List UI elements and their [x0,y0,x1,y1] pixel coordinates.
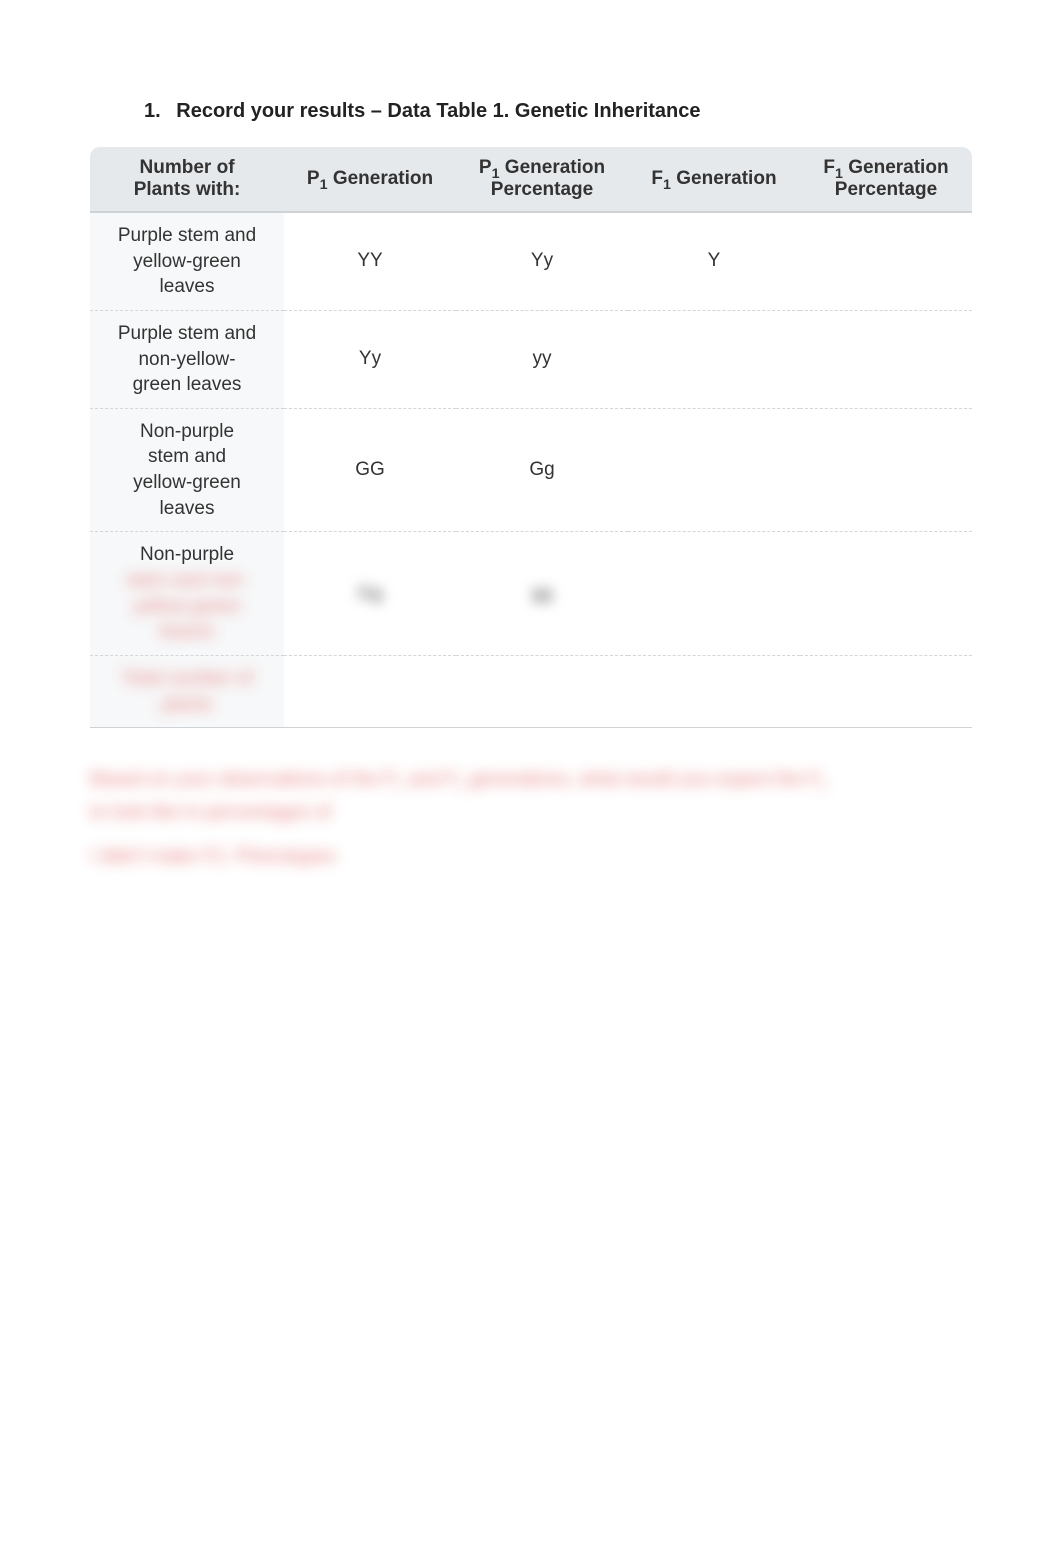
answer-text-blurred: I didn't make F2. Phenotypes [90,846,336,867]
table-cell [800,409,972,533]
table-row: Non-purplestem and non-yellow-greenleave… [90,532,972,656]
table-cell: Gg [284,532,456,656]
column-header-4: F1 GenerationPercentage [800,147,972,213]
table-cell [284,656,456,728]
table-cell: Y [628,213,800,311]
heading-text: Record your results – Data Table 1. Gene… [176,100,700,122]
genetic-inheritance-table: Number ofPlants with:P1 GenerationP1 Gen… [90,147,972,728]
table-row: Non-purplestem andyellow-greenleavesGGGg [90,409,972,533]
question-block: Based on your observations of the P1 and… [90,764,972,873]
table-cell: yy [456,311,628,409]
row-label: Purple stem andyellow-greenleaves [90,213,284,311]
question-text-blurred: Based on your observations of the P1 and… [90,769,827,822]
column-header-0: Number ofPlants with: [90,147,284,213]
table-cell [800,532,972,656]
table-cell: YY [284,213,456,311]
column-header-3: F1 Generation [628,147,800,213]
table-cell: Yy [284,311,456,409]
table-cell [628,656,800,728]
table-row: Purple stem andyellow-greenleavesYYYyY [90,213,972,311]
table-cell [628,532,800,656]
column-header-2: P1 GenerationPercentage [456,147,628,213]
table-body: Purple stem andyellow-greenleavesYYYyYPu… [90,213,972,728]
table-cell [628,409,800,533]
row-label: Total number ofplants [90,656,284,728]
table-cell: gg [456,532,628,656]
section-heading: 1. Record your results – Data Table 1. G… [144,100,972,123]
table-row: Purple stem andnon-yellow-green leavesYy… [90,311,972,409]
heading-number: 1. [144,100,161,123]
table-cell [456,656,628,728]
row-label: Non-purplestem andyellow-greenleaves [90,409,284,533]
table-row: Total number ofplants [90,656,972,728]
table-cell [800,311,972,409]
table-header-row: Number ofPlants with:P1 GenerationP1 Gen… [90,147,972,213]
table-cell: GG [284,409,456,533]
table-cell [800,213,972,311]
table-cell [628,311,800,409]
table-cell [800,656,972,728]
table-cell: Gg [456,409,628,533]
table-cell: Yy [456,213,628,311]
row-label: Purple stem andnon-yellow-green leaves [90,311,284,409]
row-label: Non-purplestem and non-yellow-greenleave… [90,532,284,656]
column-header-1: P1 Generation [284,147,456,213]
